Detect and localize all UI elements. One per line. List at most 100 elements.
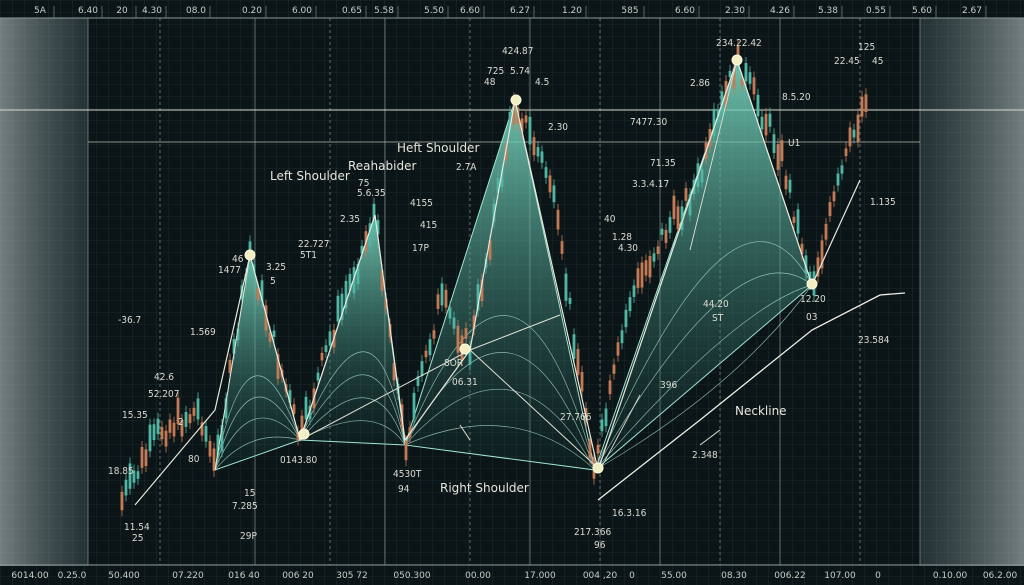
candle-body bbox=[220, 425, 224, 452]
candle-body bbox=[260, 280, 264, 302]
neckline-segment bbox=[469, 314, 561, 351]
price-label: 5.6.35 bbox=[357, 188, 386, 199]
candle-body bbox=[652, 253, 656, 262]
candle-body bbox=[304, 396, 308, 420]
price-label: 1.569 bbox=[190, 327, 216, 338]
candle-body bbox=[136, 471, 140, 479]
peak-contour-line bbox=[214, 396, 301, 471]
top-tick-label: 6.60 bbox=[675, 6, 695, 16]
top-tick-label: 20 bbox=[116, 6, 128, 16]
candle-body bbox=[148, 424, 152, 452]
candle-body bbox=[828, 202, 832, 217]
price-label: 3.25 bbox=[266, 262, 286, 273]
candle-body bbox=[432, 330, 436, 339]
candle-body bbox=[340, 293, 344, 320]
candle-body bbox=[164, 430, 168, 447]
candle-body bbox=[608, 380, 612, 395]
candle-body bbox=[192, 407, 196, 416]
price-label: 4.30 bbox=[618, 243, 638, 254]
neckline-pointer bbox=[699, 429, 721, 446]
bottom-tick-label: 17.000 bbox=[524, 571, 556, 581]
candle-body bbox=[348, 273, 352, 291]
head-peak-marker bbox=[510, 94, 522, 106]
candle-body bbox=[384, 298, 388, 309]
candle-body bbox=[404, 441, 408, 461]
price-label: 5T1 bbox=[300, 250, 317, 261]
price-label: 396 bbox=[660, 380, 677, 391]
price-label: 217.366 bbox=[574, 527, 611, 538]
candle-body bbox=[300, 415, 304, 433]
candle-body bbox=[352, 267, 356, 294]
candle-body bbox=[588, 438, 592, 459]
bottom-tick-label: 016 40 bbox=[228, 571, 260, 581]
price-label: 7477.30 bbox=[630, 117, 667, 128]
neckline-point-2-value: 06.31 bbox=[452, 377, 478, 388]
peak-contour-line bbox=[214, 375, 301, 471]
candle-body bbox=[788, 179, 792, 193]
price-label: 29P bbox=[240, 531, 257, 542]
bottom-tick-label: 55.00 bbox=[661, 571, 687, 581]
candle-body bbox=[572, 334, 576, 359]
candle-body bbox=[864, 94, 868, 113]
candle-body bbox=[784, 175, 788, 190]
neckline-point-1-value: 0143.80 bbox=[280, 455, 317, 466]
candle-body bbox=[728, 70, 732, 78]
price-label: 17P bbox=[412, 243, 429, 254]
candle-body bbox=[416, 376, 420, 386]
candle-body bbox=[456, 325, 460, 353]
candle-body bbox=[368, 223, 372, 247]
candle-body bbox=[452, 317, 456, 329]
top-tick-label: 5.50 bbox=[424, 6, 444, 16]
right-side-panel bbox=[920, 18, 1024, 566]
bottom-tick-label: 006 20 bbox=[282, 571, 314, 581]
candle-body bbox=[708, 129, 712, 147]
left-shoulder-peak-marker bbox=[244, 249, 256, 261]
price-label: 15.35 bbox=[122, 410, 148, 421]
top-tick-label: 0.65 bbox=[342, 6, 362, 16]
top-tick-label: 0.20 bbox=[242, 6, 262, 16]
candle-body bbox=[204, 426, 208, 442]
candle-body bbox=[140, 447, 144, 468]
candle-body bbox=[480, 279, 484, 302]
price-label: U1 bbox=[788, 138, 800, 149]
price-label: 2.348 bbox=[692, 450, 718, 461]
candle-body bbox=[544, 167, 548, 178]
candle-body bbox=[176, 397, 180, 425]
candle-body bbox=[180, 420, 184, 437]
candle-body bbox=[532, 137, 536, 156]
candle-body bbox=[128, 463, 132, 489]
price-label: 23.584 bbox=[858, 335, 890, 346]
candle-body bbox=[684, 188, 688, 201]
head-peak-value: 424.87 bbox=[502, 46, 533, 57]
peak-contour-line bbox=[404, 388, 596, 471]
peak-contour-line bbox=[299, 420, 406, 446]
left-side-panel bbox=[0, 18, 88, 566]
price-label: 5 bbox=[270, 276, 276, 287]
price-label: 11.54 bbox=[124, 522, 150, 533]
candle-body bbox=[292, 404, 296, 414]
price-label: 48 bbox=[484, 77, 496, 88]
candle-body bbox=[276, 354, 280, 379]
candle-body bbox=[580, 371, 584, 392]
candle-body bbox=[624, 309, 628, 328]
candle-body bbox=[232, 339, 236, 354]
price-label: 80 bbox=[188, 454, 200, 465]
candle-body bbox=[660, 228, 664, 235]
candle-body bbox=[796, 209, 800, 234]
right-shoulder-peak-marker bbox=[731, 54, 743, 66]
candle-body bbox=[228, 359, 232, 373]
bottom-tick-label: 0 bbox=[629, 571, 635, 581]
price-label: 94 bbox=[398, 484, 410, 495]
top-tick-label: 5.38 bbox=[818, 6, 838, 16]
candle-body bbox=[376, 220, 380, 235]
candle-body bbox=[840, 165, 844, 174]
price-label: 2 bbox=[178, 417, 184, 428]
candle-body bbox=[392, 363, 396, 381]
price-label: 22.45 bbox=[834, 56, 860, 67]
price-label: 4530T bbox=[393, 469, 422, 480]
peak-contour-line bbox=[594, 284, 813, 471]
candle-body bbox=[800, 243, 804, 255]
top-tick-label: 585 bbox=[621, 6, 638, 16]
candle-body bbox=[168, 419, 172, 433]
top-tick-label: 6.00 bbox=[292, 6, 312, 16]
